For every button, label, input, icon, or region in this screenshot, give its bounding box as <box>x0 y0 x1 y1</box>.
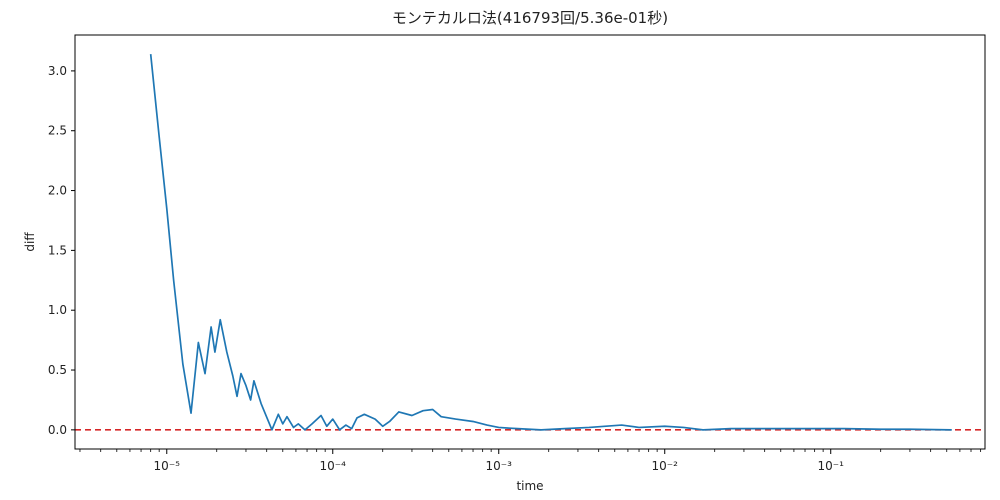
chart-title: モンテカルロ法(416793回/5.36e-01秒) <box>392 9 668 27</box>
y-tick-label: 2.5 <box>48 124 67 138</box>
y-tick-label: 1.5 <box>48 243 67 257</box>
x-tick-label: 10⁻⁴ <box>320 459 347 473</box>
x-tick-label: 10⁻³ <box>486 459 513 473</box>
x-tick-label: 10⁻¹ <box>818 459 845 473</box>
y-axis-label: diff <box>23 232 37 252</box>
plot-frame <box>74 34 986 450</box>
y-tick-label: 1.0 <box>48 303 67 317</box>
y-tick-label: 0.5 <box>48 363 67 377</box>
y-tick-label: 3.0 <box>48 64 67 78</box>
x-tick-label: 10⁻⁵ <box>154 459 181 473</box>
x-tick-label: 10⁻² <box>652 459 679 473</box>
x-axis-label: time <box>516 479 543 493</box>
plot-area <box>75 54 985 431</box>
y-tick-label: 0.0 <box>48 423 67 437</box>
y-tick-label: 2.0 <box>48 184 67 198</box>
ticks: 0.0 0.5 1.0 1.5 2.0 2.5 3.0 10⁻⁵ 10⁻⁴ 10⁻³ 10⁻² 10⁻… <box>48 64 982 473</box>
series-line <box>149 54 952 431</box>
